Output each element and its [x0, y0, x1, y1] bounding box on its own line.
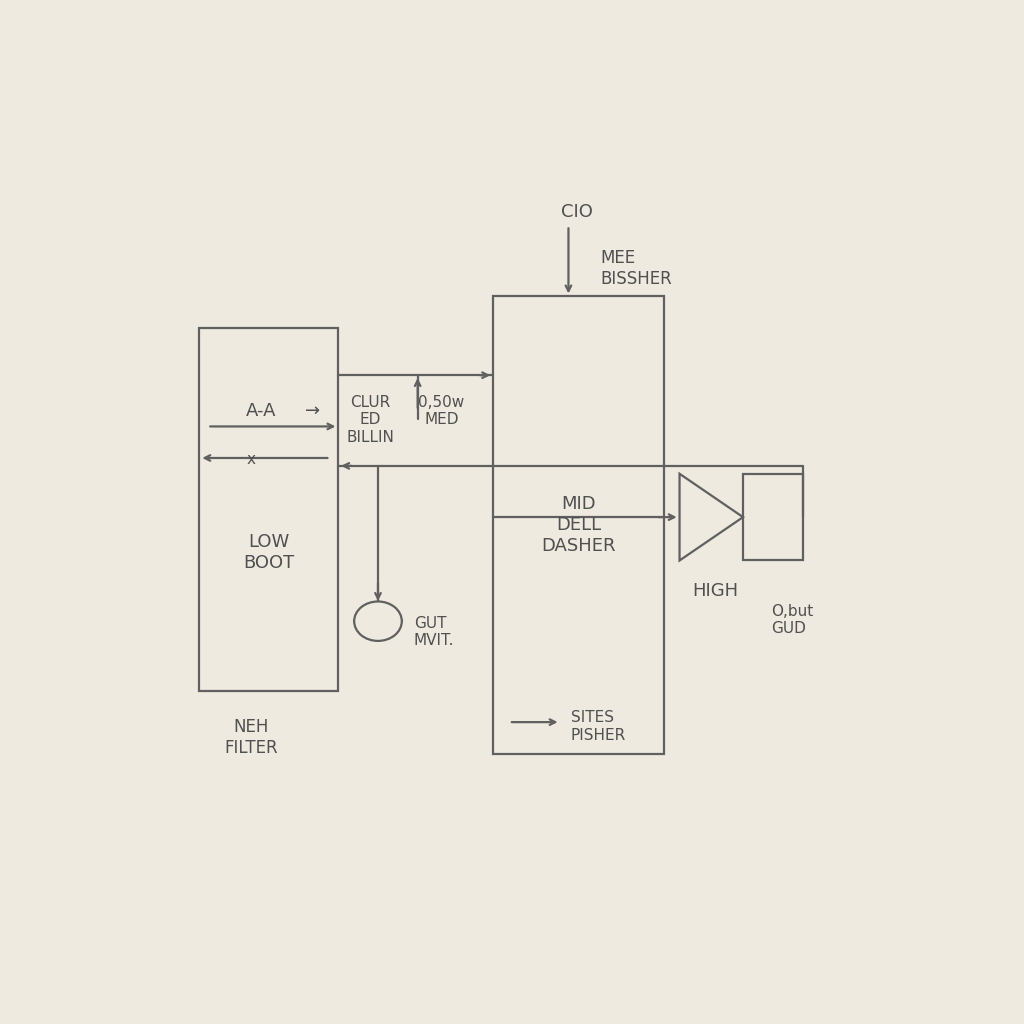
Text: HIGH: HIGH	[692, 582, 738, 600]
Text: NEH
FILTER: NEH FILTER	[224, 718, 278, 757]
Text: MID
DELL
DASHER: MID DELL DASHER	[541, 496, 615, 555]
Text: O,but
GUD: O,but GUD	[771, 604, 813, 636]
Text: x: x	[247, 452, 256, 467]
Text: CIO: CIO	[560, 204, 593, 221]
Text: →: →	[305, 401, 321, 420]
Text: CLUR
ED
BILLIN: CLUR ED BILLIN	[346, 395, 394, 444]
Text: LOW
BOOT: LOW BOOT	[244, 534, 295, 572]
Text: A-A: A-A	[246, 401, 275, 420]
Text: 0,50w
MED: 0,50w MED	[419, 395, 465, 427]
Text: SITES
PISHER: SITES PISHER	[570, 711, 626, 742]
Ellipse shape	[354, 601, 401, 641]
Text: GUT
MVIT.: GUT MVIT.	[414, 615, 455, 648]
Text: MEE
BISSHER: MEE BISSHER	[600, 249, 672, 288]
